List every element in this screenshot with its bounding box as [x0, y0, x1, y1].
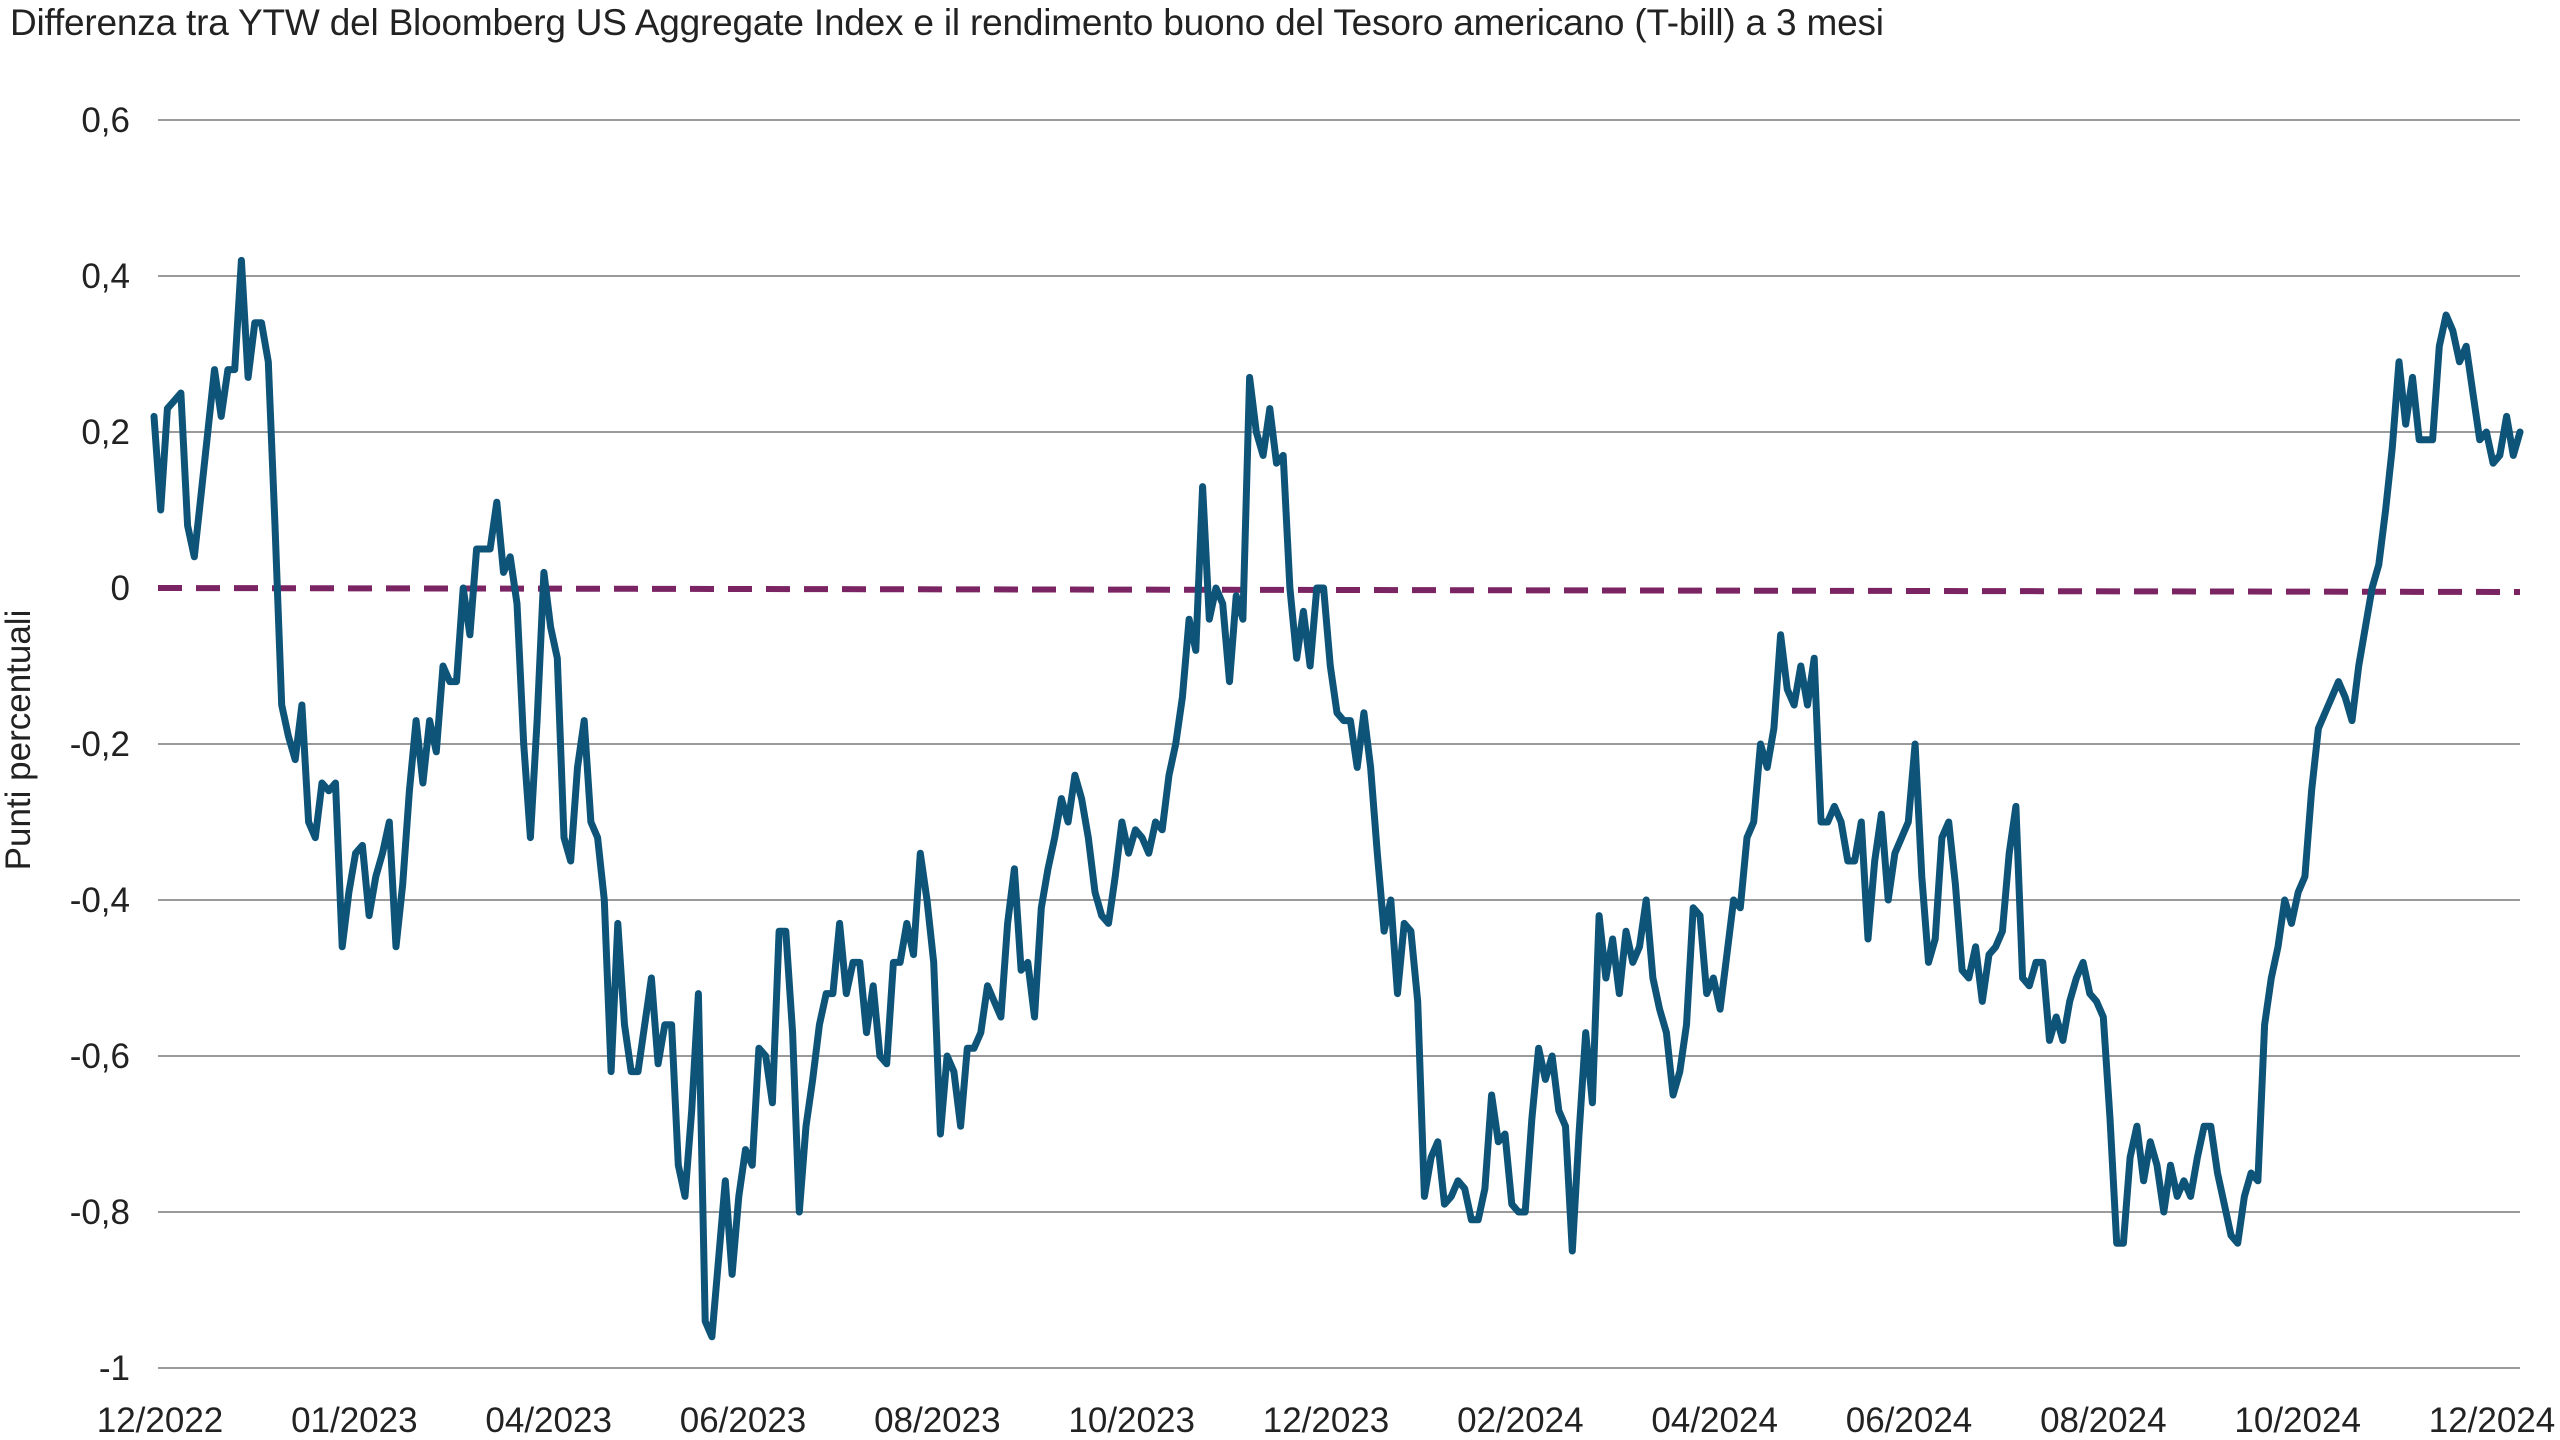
y-axis-ticks: 0,6 0,4 0,2 0 -0,2 -0,4 -0,6 -0,8 -1 — [70, 101, 130, 1388]
zero-reference-line — [157, 585, 2521, 595]
y-tick-label: -1 — [99, 1349, 130, 1388]
x-tick-label: 04/2024 — [1651, 1401, 1778, 1440]
series-layer — [150, 256, 2524, 1341]
x-tick-label: 06/2024 — [1846, 1401, 1973, 1440]
x-tick-label: 10/2024 — [2234, 1401, 2361, 1440]
x-tick-label: 12/2024 — [2429, 1401, 2556, 1440]
chart-title: Differenza tra YTW del Bloomberg US Aggr… — [10, 2, 1884, 43]
x-tick-label: 01/2023 — [291, 1401, 418, 1440]
x-tick-label: 10/2023 — [1068, 1401, 1195, 1440]
x-tick-label: 02/2024 — [1457, 1401, 1584, 1440]
y-tick-label: 0 — [111, 569, 130, 608]
y-tick-label: 0,4 — [81, 257, 130, 296]
y-tick-label: -0,6 — [70, 1037, 130, 1076]
y-tick-label: 0,2 — [81, 413, 130, 452]
x-tick-label: 12/2022 — [97, 1401, 224, 1440]
y-axis-label: Punti percentuali — [0, 610, 38, 871]
x-axis-ticks: 12/2022 01/2023 04/2023 06/2023 08/2023 10/20… — [97, 1401, 2556, 1440]
x-tick-label: 06/2023 — [680, 1401, 807, 1440]
y-tick-label: -0,4 — [70, 881, 130, 920]
series-line — [150, 256, 2524, 1341]
y-tick-label: -0,8 — [70, 1193, 130, 1232]
x-tick-label: 12/2023 — [1263, 1401, 1390, 1440]
zero-line — [157, 585, 2521, 595]
y-tick-label: 0,6 — [81, 101, 130, 140]
y-tick-label: -0,2 — [70, 725, 130, 764]
x-tick-label: 08/2023 — [874, 1401, 1001, 1440]
x-tick-label: 04/2023 — [485, 1401, 612, 1440]
x-tick-label: 08/2024 — [2040, 1401, 2167, 1440]
